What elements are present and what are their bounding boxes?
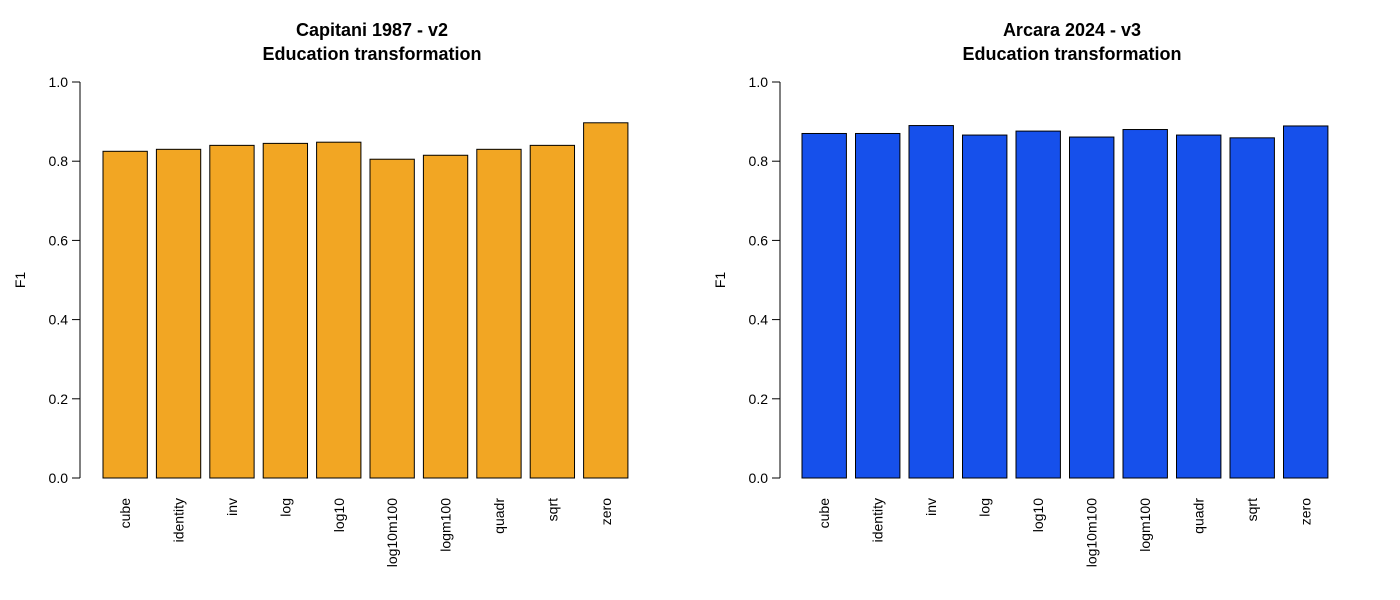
y-tick-label: 0.6: [749, 232, 769, 248]
x-tick-label: log10m100: [384, 498, 400, 567]
x-tick-label: inv: [224, 498, 240, 516]
bar-sqrt: [1229, 137, 1275, 479]
y-tick-label: 0.6: [49, 232, 69, 248]
x-tick-label: sqrt: [1244, 498, 1260, 521]
x-tick-label: sqrt: [544, 498, 560, 521]
bar-log10m100: [369, 158, 415, 479]
chart-title: Arcara 2024 - v3: [1003, 20, 1141, 40]
bar-cube: [801, 132, 847, 479]
x-tick-label: log10: [331, 498, 347, 532]
bar-inv: [908, 125, 954, 479]
x-tick-label: log: [977, 498, 993, 517]
bar-quadr: [476, 148, 522, 479]
chart-subtitle: Education transformation: [262, 44, 481, 64]
bar-identity: [855, 132, 901, 479]
chart-subtitle: Education transformation: [962, 44, 1181, 64]
chart-panel-1: Capitani 1987 - v2 Education transformati…: [12, 20, 629, 567]
x-tick-label: quadr: [491, 498, 507, 534]
bar-logm100: [1122, 129, 1168, 479]
x-tick-label: log: [277, 498, 293, 517]
x-tick-label: inv: [923, 498, 939, 516]
y-axis-label: F1: [712, 272, 728, 289]
y-tick-label: 1.0: [749, 74, 769, 90]
y-tick-label: 1.0: [49, 74, 69, 90]
bar-log10: [316, 141, 362, 479]
x-tick-label: cube: [816, 498, 832, 529]
bar-zero: [583, 122, 629, 479]
x-tick-label: logm100: [1137, 498, 1153, 552]
y-tick-label: 0.4: [749, 312, 769, 328]
x-tick-label: quadr: [1191, 498, 1207, 534]
bar-log: [962, 134, 1008, 479]
y-axis-label: F1: [12, 272, 28, 289]
x-tick-label: identity: [171, 498, 187, 542]
bar-logm100: [422, 154, 469, 479]
y-tick-label: 0.8: [749, 153, 769, 169]
chart-panel-2: Arcara 2024 - v3 Education transformation…: [712, 20, 1329, 567]
y-tick-label: 0.0: [749, 470, 769, 486]
bar-sqrt: [529, 144, 576, 479]
bar-identity: [155, 148, 202, 479]
bar-log10m100: [1069, 136, 1115, 479]
bar-cube: [102, 150, 148, 479]
x-tick-label: zero: [598, 498, 614, 525]
x-tick-label: log10: [1030, 498, 1046, 532]
bar-log10: [1015, 130, 1061, 479]
y-tick-label: 0.8: [49, 153, 69, 169]
x-tick-label: logm100: [438, 498, 454, 552]
x-tick-label: log10m100: [1084, 498, 1100, 567]
bar-inv: [209, 144, 255, 479]
y-tick-label: 0.4: [49, 312, 69, 328]
bar-log: [262, 142, 309, 479]
y-tick-label: 0.0: [49, 470, 69, 486]
y-tick-label: 0.2: [749, 391, 769, 407]
x-tick-label: zero: [1298, 498, 1314, 525]
bar-quadr: [1176, 134, 1222, 479]
chart-title: Capitani 1987 - v2: [296, 20, 448, 40]
x-tick-label: identity: [870, 498, 886, 542]
x-tick-label: cube: [117, 498, 133, 529]
bar-zero: [1283, 125, 1329, 479]
y-tick-label: 0.2: [49, 391, 69, 407]
